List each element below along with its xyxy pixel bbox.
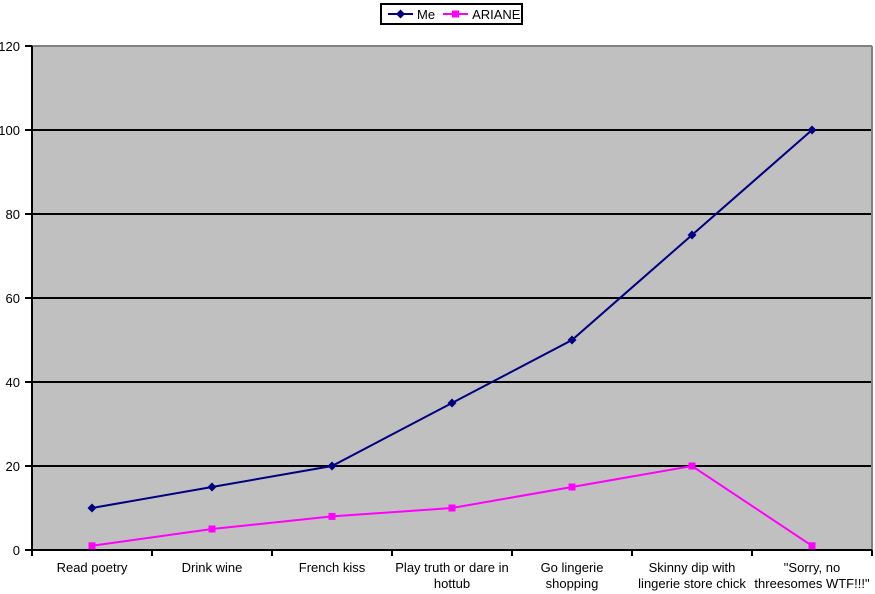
y-tick-label: 100 <box>0 123 20 138</box>
x-category-label: Go lingerie shopping <box>541 560 604 591</box>
me-data-point <box>327 461 337 471</box>
ariane-data-point <box>88 542 96 550</box>
x-category-label: French kiss <box>299 560 366 575</box>
y-tick-label: 0 <box>13 543 20 558</box>
y-tick-label: 20 <box>6 459 20 474</box>
y-tick-label: 60 <box>6 291 20 306</box>
me-series-swatch-icon <box>388 9 413 19</box>
x-category-label: Skinny dip with lingerie store chick <box>638 560 746 591</box>
me-data-point <box>207 482 217 492</box>
ariane-data-point <box>688 462 696 470</box>
y-tick-label: 120 <box>0 39 20 54</box>
legend-entry-me: Me <box>388 8 435 21</box>
ariane-series-swatch-icon <box>443 10 469 18</box>
x-category-label: "Sorry, no threesomes WTF!!!" <box>754 560 870 591</box>
square-marker-icon <box>452 10 460 18</box>
x-category-label: Drink wine <box>182 560 243 575</box>
me-data-point <box>447 398 457 408</box>
me-data-point <box>87 503 97 513</box>
me-data-point <box>687 230 697 240</box>
legend-label-me: Me <box>417 6 436 22</box>
legend-label-ariane: ARIANE <box>472 6 521 22</box>
ariane-data-point <box>328 512 336 520</box>
chart-legend: Me ARIANE <box>380 3 523 25</box>
ariane-data-point <box>208 525 216 533</box>
ariane-data-point <box>808 542 816 550</box>
diamond-marker-icon <box>396 9 405 19</box>
x-category-label: Play truth or dare in hottub <box>395 560 508 591</box>
ariane-data-point <box>448 504 456 512</box>
x-category-label: Read poetry <box>57 560 128 575</box>
ariane-data-point <box>568 483 576 491</box>
y-tick-label: 40 <box>6 375 20 390</box>
legend-entry-ariane: ARIANE <box>443 8 520 21</box>
me-data-point <box>807 125 817 135</box>
me-data-point <box>567 335 577 345</box>
y-tick-label: 80 <box>6 207 20 222</box>
